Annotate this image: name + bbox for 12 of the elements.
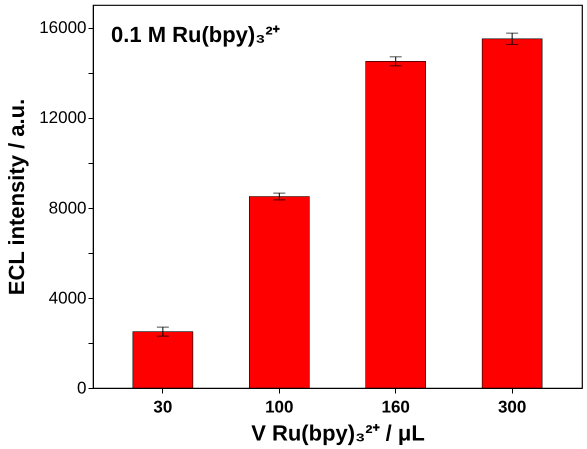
x-axis-title: V Ru(bpy)₃²⁺ / μL: [251, 420, 425, 446]
x-tick-label: 100: [265, 398, 294, 416]
y-tick-label: 8000: [48, 198, 86, 218]
y-tick-label: 4000: [48, 288, 86, 308]
y-tick-label: 0: [77, 378, 86, 398]
y-axis-title: ECL intensity / a.u.: [4, 98, 30, 296]
x-tick-label: 160: [382, 398, 410, 416]
annotation: 0.1 M Ru(bpy)₃²⁺: [111, 22, 281, 47]
y-tick-label: 12000: [39, 108, 86, 128]
y-tick-label: 16000: [39, 18, 86, 38]
x-tick-label: 30: [153, 398, 172, 416]
x-tick-label: 300: [498, 398, 526, 416]
